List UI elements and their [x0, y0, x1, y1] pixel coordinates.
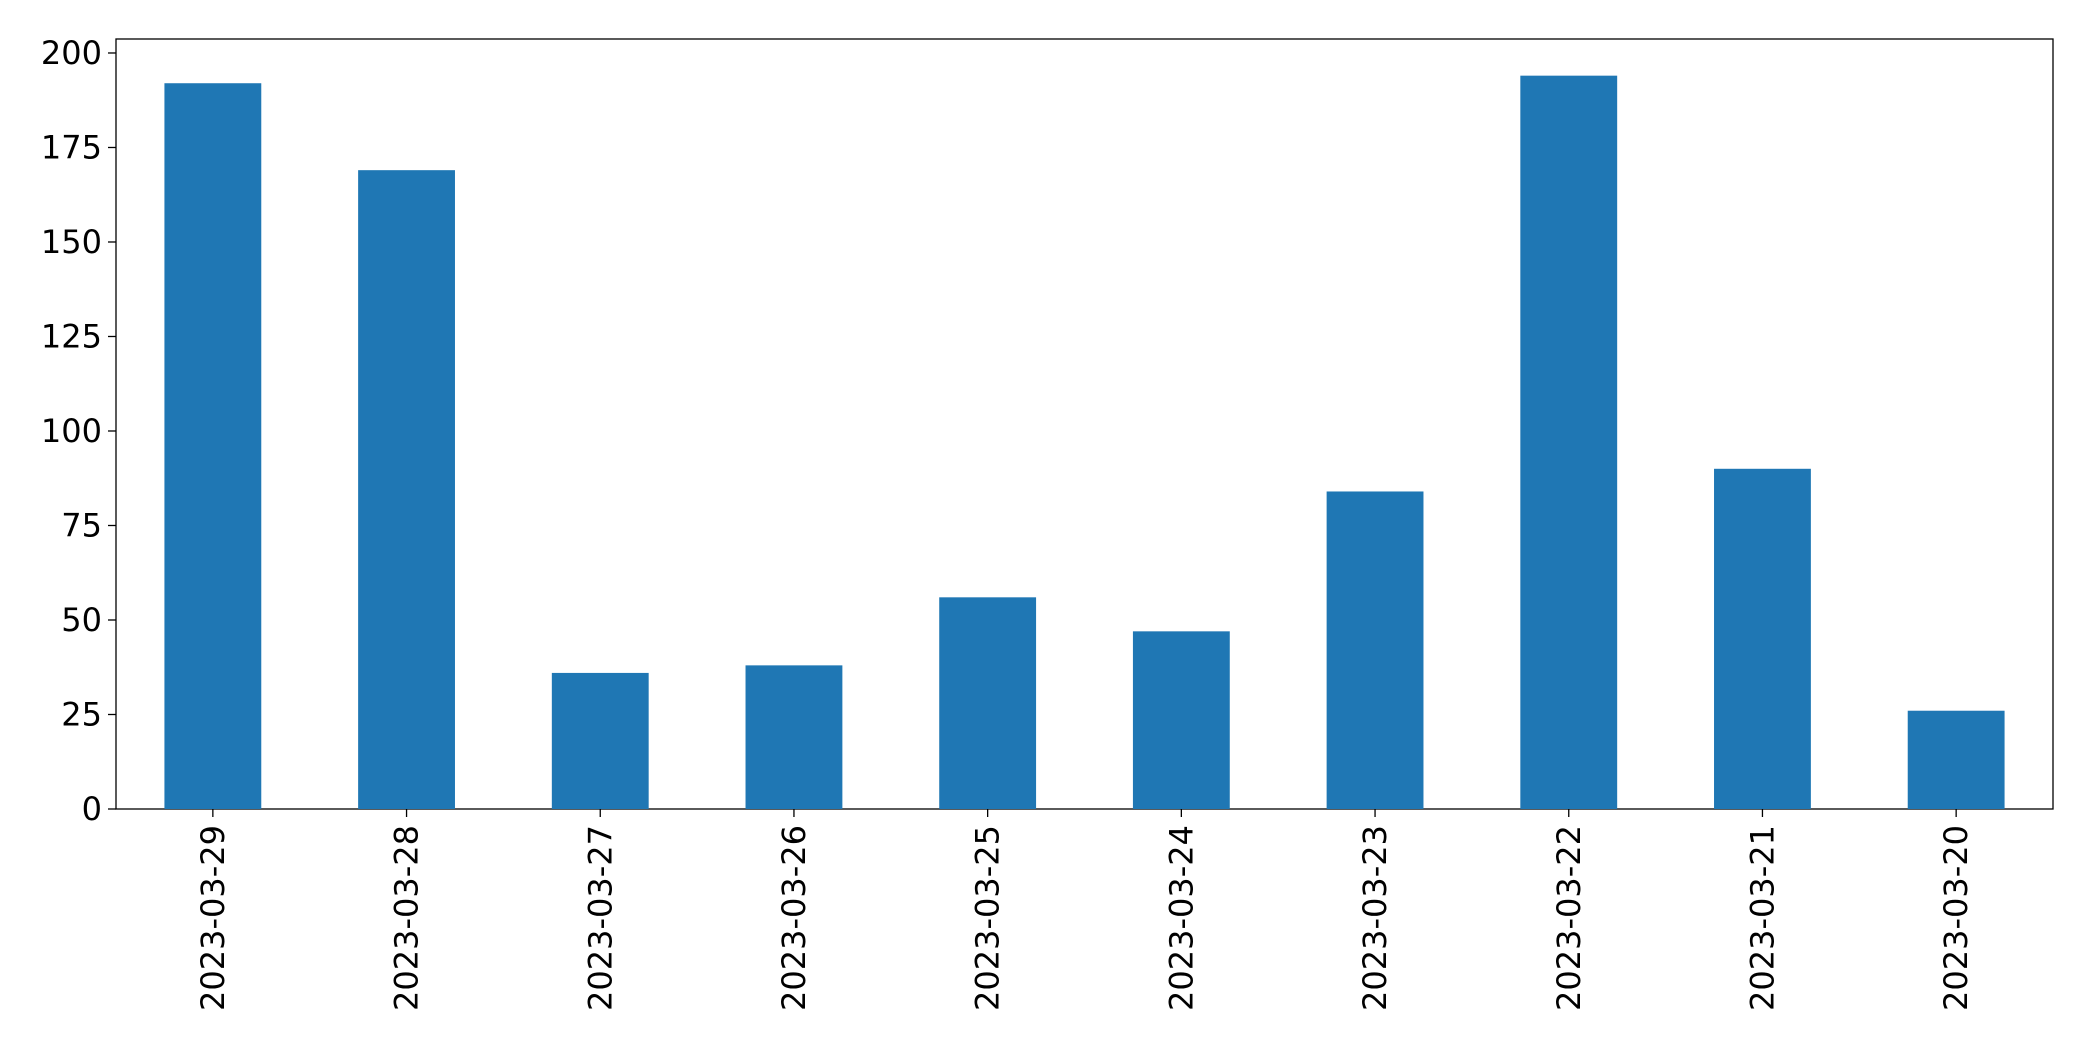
bar: [1132, 631, 1230, 809]
y-tick-label: 50: [61, 601, 102, 639]
bar: [164, 83, 262, 809]
x-tick-label: 2023-03-24: [1162, 825, 1200, 1011]
bar: [358, 170, 455, 809]
y-tick-label: 200: [41, 34, 102, 72]
x-tick-label: 2023-03-25: [969, 825, 1007, 1011]
bar: [1907, 710, 2005, 809]
bar: [745, 665, 843, 809]
x-tick-label: 2023-03-28: [388, 825, 426, 1011]
x-tick-label: 2023-03-23: [1356, 825, 1394, 1011]
y-tick-label: 25: [61, 695, 102, 733]
x-tick-label: 2023-03-20: [1937, 825, 1975, 1011]
x-tick-label: 2023-03-26: [775, 825, 813, 1011]
bar: [939, 597, 1037, 809]
bar: [1520, 75, 1618, 809]
y-tick-label: 125: [41, 317, 102, 355]
bar: [1326, 491, 1424, 809]
y-tick-label: 175: [41, 128, 102, 166]
y-tick-label: 100: [41, 412, 102, 450]
x-tick-label: 2023-03-29: [194, 825, 232, 1011]
y-tick-label: 75: [61, 506, 102, 544]
x-tick-label: 2023-03-22: [1550, 825, 1588, 1011]
bar: [1714, 468, 1811, 809]
x-tick-label: 2023-03-21: [1743, 825, 1781, 1011]
bar: [551, 672, 649, 809]
x-tick-label: 2023-03-27: [581, 825, 619, 1011]
plot-frame: [115, 38, 2054, 810]
y-tick-label: 0: [82, 790, 102, 828]
y-tick-label: 150: [41, 223, 102, 261]
